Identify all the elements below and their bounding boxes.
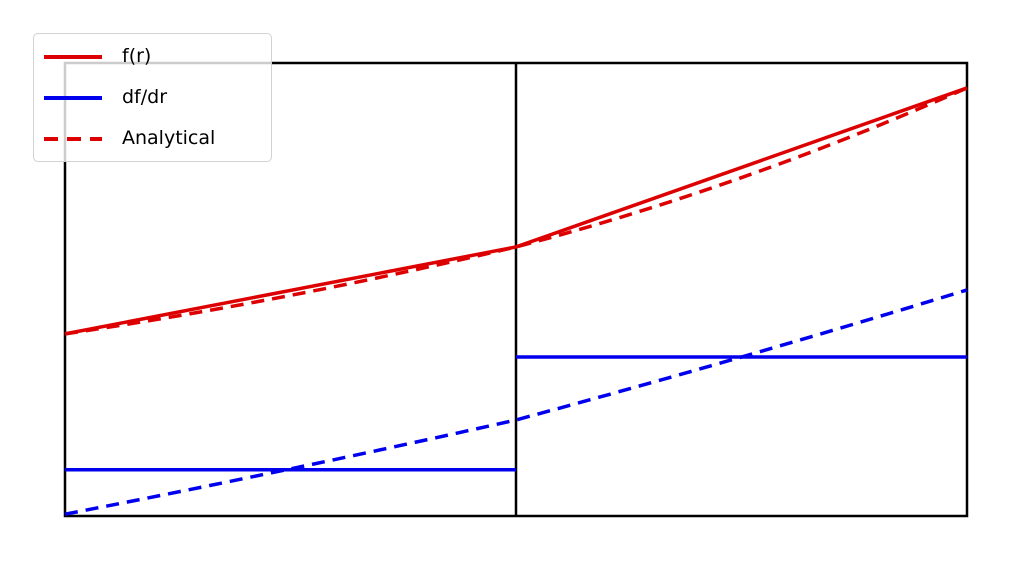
legend-item-analytical: Analytical — [44, 129, 271, 148]
legend: f(r) df/dr Analytical — [33, 33, 272, 162]
legend-label-dfdr: df/dr — [122, 86, 168, 108]
legend-item-fr: f(r) — [44, 47, 271, 66]
series-1-dashed-line — [64, 86, 968, 336]
series-3-dashed-line — [64, 288, 968, 516]
legend-sample-dfdr-line — [44, 95, 102, 100]
legend-item-dfdr: df/dr — [44, 88, 271, 107]
legend-label-fr: f(r) — [122, 45, 152, 67]
legend-sample-analytical-line — [44, 136, 102, 141]
series-0-solid-line — [64, 86, 968, 336]
legend-label-analytical: Analytical — [122, 127, 216, 149]
legend-sample-fr-line — [44, 54, 102, 59]
